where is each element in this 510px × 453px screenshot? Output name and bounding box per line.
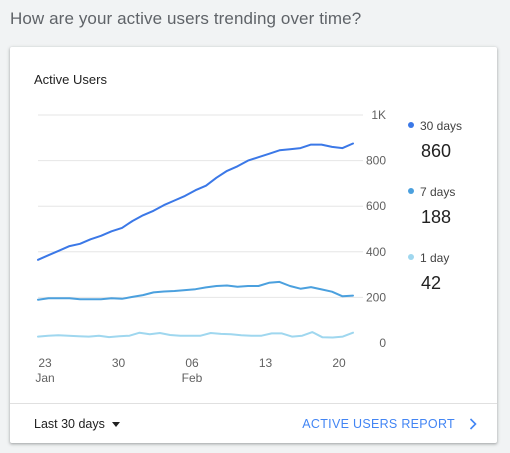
legend-dot-icon (408, 122, 414, 128)
card-title: Active Users (34, 72, 107, 87)
legend-value: 860 (421, 141, 452, 161)
legend-item-7-days: 7 days 188 (408, 185, 493, 251)
x-tick-label: 30 (112, 356, 126, 370)
series-line-7-days (37, 280, 354, 301)
caret-down-icon (111, 421, 120, 427)
legend: 30 days 860 7 days 188 1 day 42 (408, 119, 493, 317)
active-users-card: Active Users 0 200 400 600 800 1K 23 Jan 30 06 Feb… (10, 47, 497, 443)
legend-item-1-day: 1 day 42 (408, 251, 493, 317)
y-tick-label: 600 (366, 199, 386, 213)
legend-dot-icon (408, 188, 414, 194)
y-tick-label: 400 (366, 245, 386, 259)
legend-name: 30 days (420, 119, 463, 133)
card-footer: Last 30 days ACTIVE USERS REPORT (10, 403, 497, 444)
series-line-30-days (37, 142, 354, 261)
legend-name: 1 day (420, 251, 450, 265)
legend-item-30-days: 30 days 860 (408, 119, 493, 185)
date-range-dropdown[interactable]: Last 30 days (34, 417, 120, 431)
x-tick-label: 23 (38, 356, 52, 370)
x-tick-sublabel: Jan (35, 371, 54, 385)
date-range-label: Last 30 days (34, 417, 105, 431)
legend-value: 188 (421, 207, 452, 227)
y-tick-label: 800 (366, 154, 386, 168)
chevron-right-icon (469, 418, 477, 430)
y-tick-label: 0 (379, 336, 386, 350)
x-tick-sublabel: Feb (182, 371, 203, 385)
series-line-1-day (37, 331, 354, 339)
y-tick-label: 1K (371, 108, 386, 122)
active-users-report-link[interactable]: ACTIVE USERS REPORT (302, 417, 477, 431)
legend-name: 7 days (420, 185, 456, 199)
x-tick-label: 06 (185, 356, 199, 370)
page-question: How are your active users trending over … (10, 9, 362, 28)
y-tick-label: 200 (366, 290, 386, 304)
x-tick-label: 13 (259, 356, 273, 370)
x-tick-label: 20 (332, 356, 346, 370)
legend-dot-icon (408, 254, 414, 260)
report-link-label: ACTIVE USERS REPORT (302, 417, 455, 431)
legend-value: 42 (421, 273, 442, 293)
